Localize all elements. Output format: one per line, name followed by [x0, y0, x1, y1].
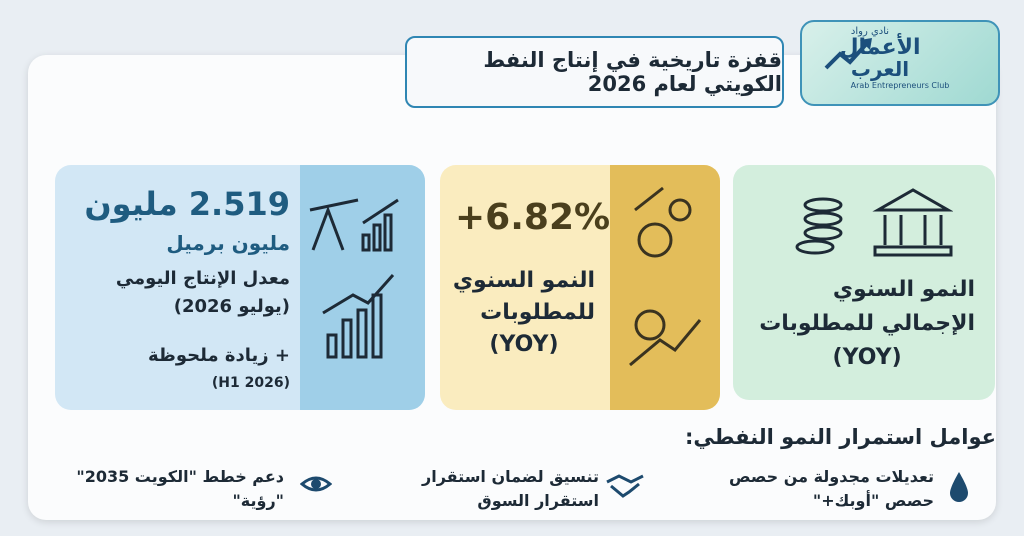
logo-line2: العرب [850, 57, 910, 81]
logo-top: نادي رواد [850, 26, 890, 37]
logo: نادي رواد الأعمال العرب Arab Entrepreneu… [800, 20, 1000, 106]
icons [795, 188, 953, 257]
icons [309, 198, 399, 359]
card-line: معدل الإنتاج اليومي [115, 268, 290, 289]
card-note: + زيادة ملحوظة [148, 345, 290, 366]
card-line: (YOY) [489, 332, 559, 357]
logo-english: Arab Entrepreneurs Club [850, 81, 950, 90]
drop-icon [950, 472, 968, 502]
card-liabilities: +6.82% النمو السنوي للمطلوبات (YOY) [440, 165, 720, 410]
card-note-period: (H1 2026) [211, 375, 290, 391]
handshake-icon [606, 474, 644, 498]
factor-line: تنسيق لضمان استقرار [422, 467, 599, 486]
factor-line: دعم خطط "الكويت 2035" [76, 467, 284, 486]
factor-line: "رؤية" [232, 491, 284, 510]
factor: تعديلات مجدولة من حصص حصص "أوبك+" [729, 465, 934, 513]
card-line: (YOY) [832, 345, 902, 370]
factors-title: عوامل استمرار النمو النفطي: [684, 425, 996, 449]
card-production: 2.519 مليون مليون برميل معدل الإنتاج الي… [55, 165, 425, 410]
card-line: النمو السنوي [452, 268, 595, 293]
card-line: (يوليو 2026) [173, 296, 290, 317]
factor-line: حصص "أوبك+" [812, 491, 934, 510]
card-total-growth: النمو السنوي الإجمالي للمطلوبات (YOY) [733, 165, 995, 400]
logo-arrow [824, 38, 872, 70]
factor: تنسيق لضمان استقرار استقرار السوق [422, 465, 599, 513]
factor: دعم خطط "الكويت 2035" "رؤية" [76, 465, 284, 513]
factor-line: استقرار السوق [477, 491, 599, 510]
title: قفزة تاريخية في إنتاج النفط الكويتي لعام… [405, 36, 784, 108]
card-line: الإجمالي للمطلوبات [759, 311, 975, 336]
icons [629, 186, 702, 367]
card-strip [610, 165, 720, 410]
factor-line: تعديلات مجدولة من حصص [729, 467, 934, 486]
card-value: +6.82% [455, 197, 611, 238]
eye-icon [300, 476, 332, 492]
card-value: 2.519 مليون [84, 185, 290, 223]
card-unit: مليون برميل [166, 231, 290, 255]
card-strip [300, 165, 425, 410]
card-line: للمطلوبات [480, 300, 595, 325]
card-line: النمو السنوي [832, 277, 975, 302]
